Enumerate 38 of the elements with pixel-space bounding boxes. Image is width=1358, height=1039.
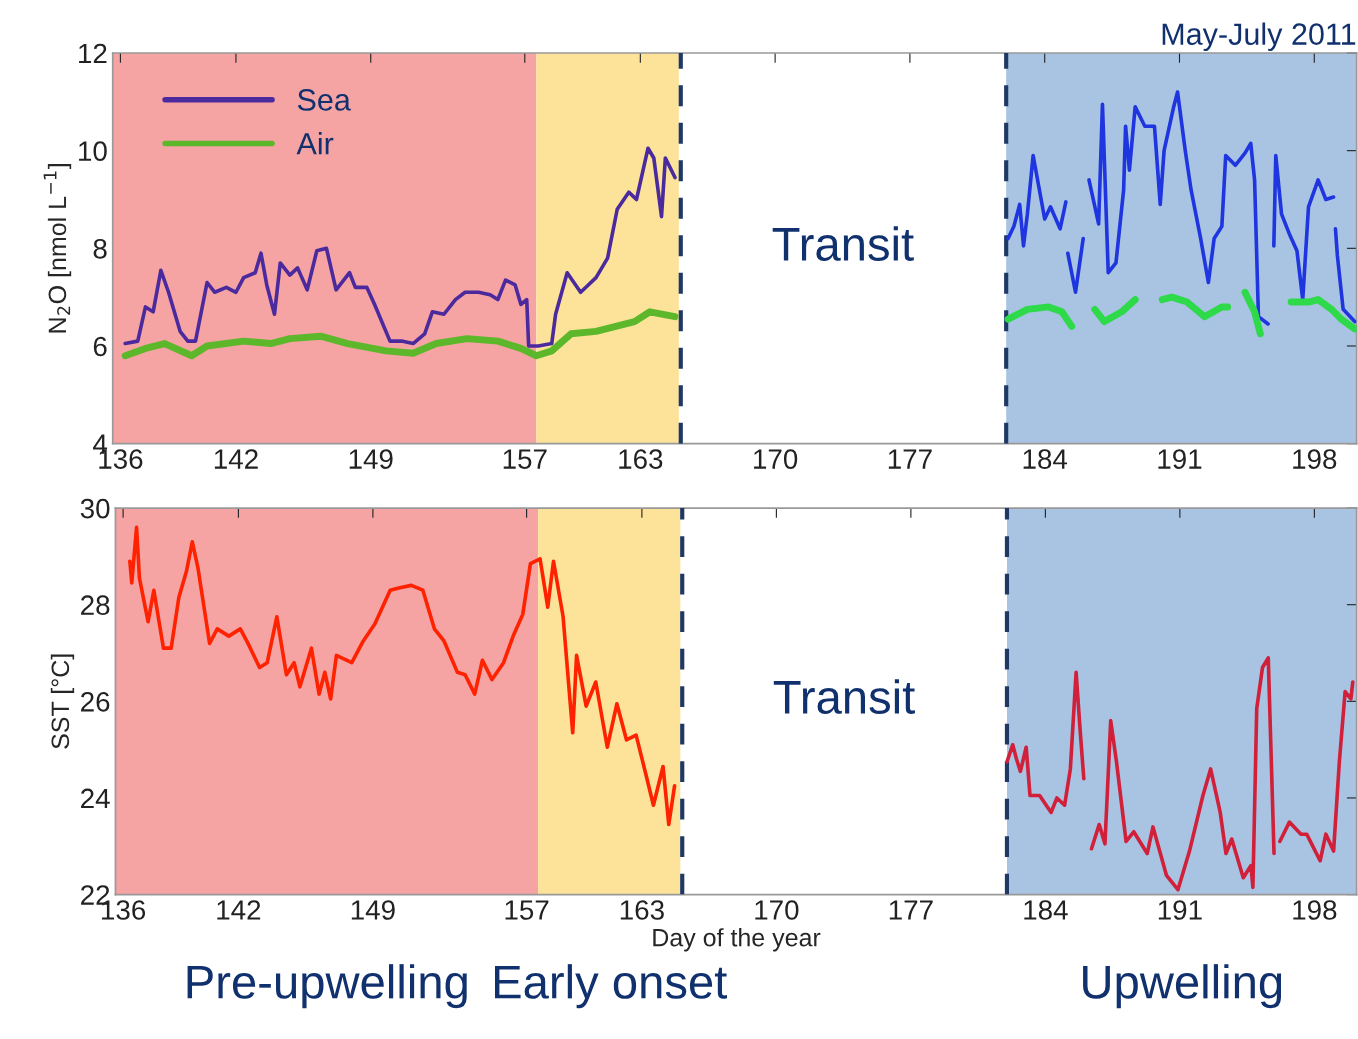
band-label: Early onset — [494, 964, 727, 1009]
x-tick-label: 191 — [1158, 449, 1202, 469]
y-axis-title: SST [°C] — [50, 654, 75, 749]
legend-label: Air — [296, 132, 334, 155]
x-tick-label: 163 — [619, 449, 663, 469]
band-label: Pre-upwelling — [187, 964, 467, 1009]
y-tick-label: 28 — [81, 595, 110, 616]
x-tick-label: 149 — [349, 449, 393, 469]
x-tick-label: 142 — [214, 449, 258, 469]
x-tick-label: 184 — [1023, 449, 1068, 469]
x-tick-label: 170 — [755, 900, 799, 920]
x-tick-label: 157 — [503, 449, 547, 469]
x-tick-label: 170 — [754, 449, 798, 469]
y-tick-label: 8 — [93, 238, 107, 259]
line-series — [128, 525, 677, 827]
legend-label: Sea — [297, 89, 351, 111]
x-tick-label: 142 — [217, 900, 261, 920]
y-axis-title: N$_{2}$O [nmol L$^{−1}$] — [43, 164, 72, 333]
y-tick-label: 10 — [79, 141, 107, 161]
x-tick-label: 177 — [888, 449, 932, 469]
y-tick-label: 24 — [81, 788, 110, 809]
x-tick-label: 149 — [351, 900, 395, 920]
annotation: Transit — [772, 226, 914, 261]
x-tick-label: 198 — [1293, 449, 1337, 469]
y-tick-label: 12 — [79, 43, 107, 64]
x-tick-label: 157 — [505, 900, 549, 920]
annotation: Transit — [773, 679, 915, 714]
band-label: Upwelling — [1083, 964, 1282, 1009]
y-tick-label: 6 — [93, 336, 107, 357]
y-tick-label: 30 — [80, 498, 110, 519]
x-tick-label: 191 — [1158, 900, 1202, 920]
chart-title: May-July 2011 — [1162, 22, 1356, 51]
x-axis-title: Day of the year — [653, 928, 821, 952]
x-tick-label: 177 — [889, 900, 933, 920]
x-tick-label: 184 — [1024, 900, 1068, 920]
x-tick-label: 198 — [1293, 900, 1337, 920]
y-tick-label: 26 — [81, 691, 110, 712]
x-tick-label: 163 — [620, 900, 664, 920]
